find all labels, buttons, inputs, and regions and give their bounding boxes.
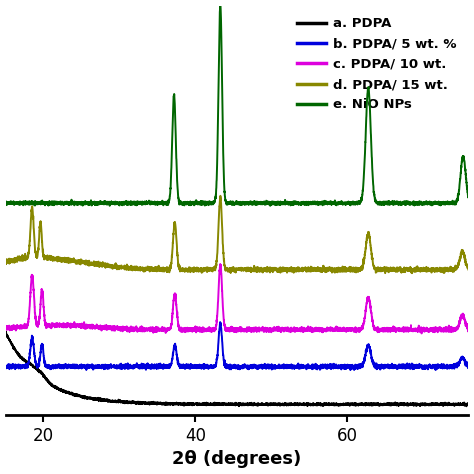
Legend: a. PDPA, b. PDPA/ 5 wt. %, c. PDPA/ 10 wt., d. PDPA/ 15 wt., e. NiO NPs: a. PDPA, b. PDPA/ 5 wt. %, c. PDPA/ 10 w…	[292, 12, 462, 117]
X-axis label: 2θ (degrees): 2θ (degrees)	[173, 450, 301, 468]
